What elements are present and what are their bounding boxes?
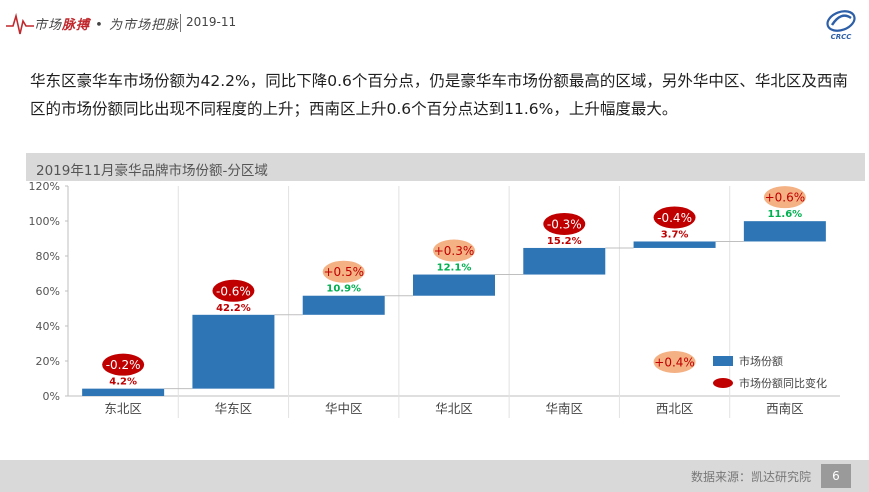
market-share-bar — [633, 241, 716, 248]
bar-value-label: 4.2% — [109, 377, 137, 388]
brand-part1: 市场 — [34, 18, 63, 33]
company-logo: CRCC — [826, 10, 856, 41]
market-share-bar — [413, 274, 495, 296]
yoy-change-bubble — [433, 239, 475, 262]
brand-separator: • — [95, 18, 104, 33]
yoy-change-bubble — [653, 206, 696, 229]
chart-title: 2019年11月豪华品牌市场份额-分区域 — [36, 163, 268, 179]
x-category-label: 东北区 — [104, 401, 142, 416]
legend-swatch-change — [713, 378, 733, 388]
y-tick-label: 40% — [36, 320, 60, 333]
extra-change-label: +0.4% — [654, 356, 695, 370]
header-divider — [180, 14, 181, 32]
bar-value-label: 3.7% — [661, 229, 689, 240]
bar-value-label: 42.2% — [216, 303, 251, 314]
legend-label-share: 市场份额 — [739, 354, 783, 368]
y-tick-label: 60% — [36, 285, 60, 298]
yoy-change-label: -0.6% — [216, 284, 251, 298]
bar-value-label: 10.9% — [326, 284, 361, 295]
y-tick-label: 0% — [43, 390, 60, 403]
svg-text:CRCC: CRCC — [831, 33, 853, 41]
page-footer: 数据来源：凯达研究院 6 — [0, 460, 869, 492]
yoy-change-bubble — [212, 279, 255, 302]
market-share-bar — [523, 247, 606, 275]
yoy-change-label: +0.3% — [434, 244, 475, 258]
market-share-bar — [192, 314, 275, 389]
waterfall-chart: 0% 20% 40% 60% 80% 100% 120% 4.2% -0.2% 东北区 42.2% -… — [29, 180, 840, 418]
legend-swatch-share — [713, 356, 733, 366]
yoy-change-label: -0.3% — [547, 217, 582, 231]
bar-value-label: 12.1% — [437, 263, 472, 274]
market-share-bar — [302, 295, 385, 315]
yoy-change-bubble — [543, 212, 586, 235]
yoy-change-bubble — [102, 353, 145, 376]
page-header: 市场脉搏 • 为市场把脉 2019-11 CRCC — [0, 0, 869, 48]
legend-label-change: 市场份额同比变化 — [739, 376, 827, 390]
yoy-change-label: -0.4% — [657, 211, 692, 225]
report-period: 2019-11 — [186, 15, 237, 29]
x-category-label: 华东区 — [215, 401, 253, 416]
pulse-icon — [6, 12, 34, 35]
x-category-label: 西北区 — [656, 401, 694, 416]
data-source: 数据来源：凯达研究院 — [690, 470, 811, 484]
extra-change-bubble — [653, 351, 696, 373]
yoy-change-bubble — [763, 186, 806, 209]
market-share-bar — [743, 221, 826, 242]
yoy-change-label: +0.6% — [765, 191, 806, 205]
brand-part2: 脉搏 — [62, 18, 91, 33]
y-tick-label: 80% — [36, 250, 60, 263]
yoy-change-bubble — [322, 260, 365, 283]
chart-title-bar: 2019年11月豪华品牌市场份额-分区域 — [26, 153, 865, 181]
market-share-bar — [82, 388, 165, 396]
y-tick-label: 100% — [29, 215, 60, 228]
summary-paragraph: 华东区豪华车市场份额为42.2%，同比下降0.6个百分点，仍是豪华车市场份额最高… — [30, 72, 848, 118]
x-category-label: 华北区 — [435, 401, 473, 416]
page-number: 6 — [821, 464, 851, 488]
yoy-change-label: -0.2% — [106, 358, 141, 372]
x-category-label: 西南区 — [766, 401, 804, 416]
x-category-label: 华中区 — [325, 401, 363, 416]
x-category-label: 华南区 — [546, 401, 584, 416]
brand-part3: 为市场把脉 — [108, 18, 179, 33]
bar-value-label: 11.6% — [768, 209, 803, 220]
bar-value-label: 15.2% — [547, 236, 582, 247]
y-tick-label: 20% — [36, 355, 60, 368]
y-tick-label: 120% — [29, 180, 60, 193]
yoy-change-label: +0.5% — [323, 265, 364, 279]
brand-slogan: 市场脉搏 • 为市场把脉 — [34, 14, 179, 33]
